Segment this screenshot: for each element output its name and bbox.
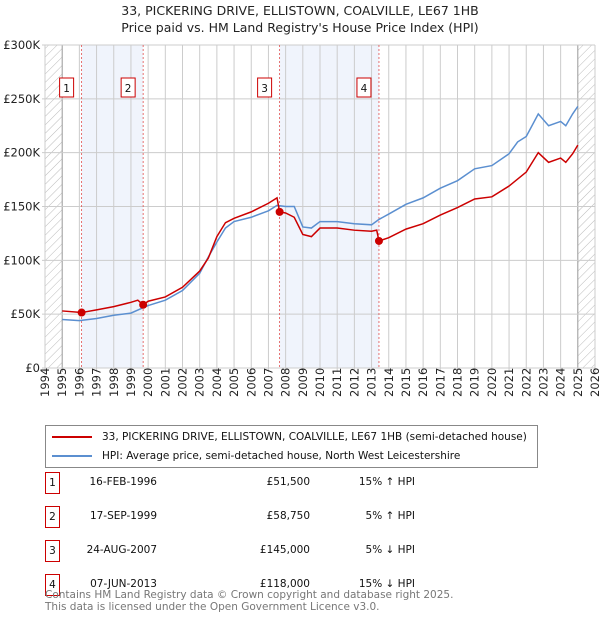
sale-point [374,236,383,245]
sale-row: 2 17-SEP-1999 £58,750 5% ↑ HPI [45,506,415,528]
sale-number-box [59,77,75,98]
x-tick-label: 2007 [261,368,275,397]
chart-title: 33, PICKERING DRIVE, ELLISTOWN, COALVILL… [121,3,479,18]
y-tick-label: £150K [3,200,40,214]
sale-point [77,308,86,317]
x-tick-label: 2026 [588,368,600,397]
sale-number: 2 [45,506,60,528]
x-tick-label: 2002 [176,368,190,397]
sale-row: 1 16-FEB-1996 £51,500 15% ↑ HPI [45,472,415,494]
property-price-line [62,144,579,314]
sale-hpi-diff: 5% ↓ HPI [365,544,415,556]
x-tick-label: 2023 [536,368,550,397]
x-tick-label: 2015 [399,368,413,397]
sale-hpi-diff: 15% ↓ HPI [358,578,415,590]
price-chart: 1994 1995 1996 1997 1998 1999 2000 2001 2002 2003… [3,38,600,397]
x-tick-label: 2019 [468,368,482,397]
sale-number-label: 3 [261,83,268,95]
x-tick-label: 2004 [210,368,224,397]
x-tick-label: 2022 [519,368,533,397]
hpi-line [62,105,579,322]
sale-point [275,207,284,216]
sale-row: 4 07-JUN-2013 £118,000 15% ↓ HPI [45,574,415,596]
legend-blue-line-icon [52,455,92,457]
x-tick-label: 2018 [451,368,465,397]
x-tick-label: 2016 [416,368,430,397]
y-tick-label: £250K [3,92,40,106]
x-tick-label: 2010 [313,368,327,397]
sale-date: 24-AUG-2007 [86,544,157,556]
sale-price: £58,750 [266,510,310,522]
legend: 33, PICKERING DRIVE, ELLISTOWN, COALVILL… [45,425,538,468]
x-tick-label: 2012 [347,368,361,397]
y-tick-label: £50K [11,307,41,321]
chart-subtitle: Price paid vs. HM Land Registry's House … [121,20,479,35]
x-tick-label: 1995 [55,368,69,397]
x-tick-label: 1994 [38,368,52,397]
x-tick-label: 2017 [433,368,447,397]
sale-number-box [356,77,372,98]
x-tick-label: 2011 [330,368,344,397]
sale-number-label: 1 [63,83,70,95]
sale-number-box [120,77,136,98]
sale-number: 4 [45,574,60,596]
x-tick-label: 2006 [244,368,258,397]
x-tick-label: 2021 [502,368,516,397]
x-tick-label: 2014 [382,368,396,397]
x-tick-label: 2005 [227,368,241,397]
y-tick-label: £300K [3,38,40,52]
sale-date: 17-SEP-1999 [89,510,157,522]
x-tick-label: 1999 [124,368,138,397]
footer-copyright: Contains HM Land Registry data © Crown c… [45,589,454,601]
x-tick-label: 1996 [72,368,86,397]
x-tick-label: 2020 [485,368,499,397]
x-tick-label: 2013 [365,368,379,397]
sale-number: 3 [45,540,60,562]
x-tick-label: 1997 [90,368,104,397]
sale-price: £145,000 [259,544,310,556]
y-tick-label: £0 [25,361,40,375]
y-tick-label: £100K [3,253,40,267]
x-tick-label: 2000 [141,368,155,397]
sale-hpi-diff: 5% ↑ HPI [365,510,415,522]
sale-number-label: 2 [125,83,132,95]
legend-hpi-label: HPI: Average price, semi-detached house,… [102,450,461,462]
x-tick-label: 2003 [193,368,207,397]
sale-number-label: 4 [361,83,368,95]
x-tick-label: 2025 [571,368,585,397]
x-tick-label: 2024 [554,368,568,397]
y-tick-label: £200K [3,146,40,160]
sale-point [139,300,148,309]
x-tick-label: 2008 [279,368,293,397]
legend-property-label: 33, PICKERING DRIVE, ELLISTOWN, COALVILL… [102,431,527,443]
sale-price: £51,500 [266,476,310,488]
sale-date: 16-FEB-1996 [89,476,157,488]
legend-red-line-icon [52,436,92,438]
sale-hpi-diff: 15% ↑ HPI [358,476,415,488]
x-tick-label: 2001 [158,368,172,397]
sale-row: 3 24-AUG-2007 £145,000 5% ↓ HPI [45,540,415,562]
sale-number: 1 [45,472,60,494]
x-tick-label: 1998 [107,368,121,397]
x-tick-label: 2009 [296,368,310,397]
sale-price: £118,000 [259,578,310,590]
sale-number-box [257,77,273,98]
sale-date: 07-JUN-2013 [90,578,157,590]
footer-licence: This data is licensed under the Open Gov… [45,601,380,613]
